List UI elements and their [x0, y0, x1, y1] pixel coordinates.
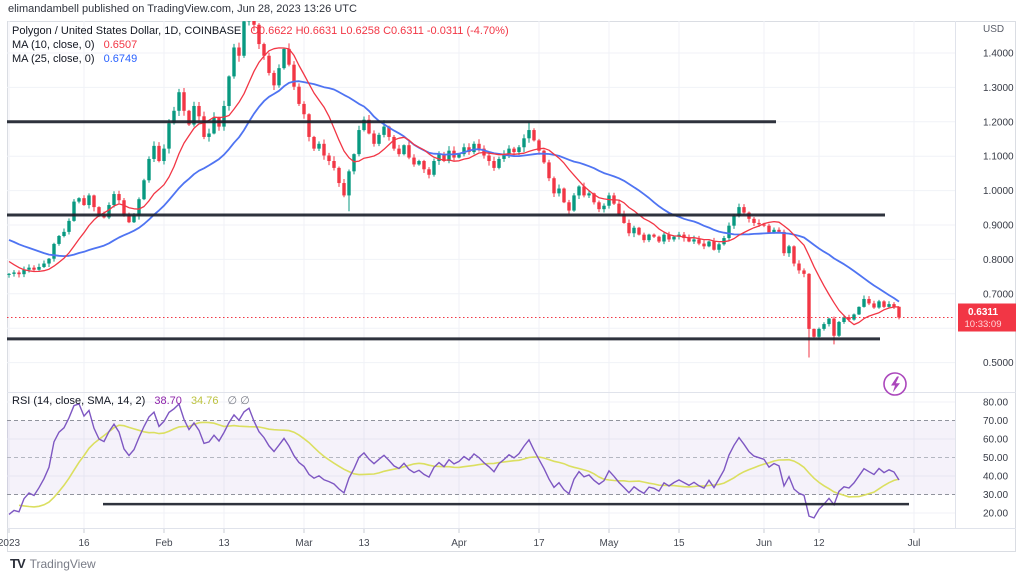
rsi-ma-line[interactable]	[18, 421, 900, 508]
time-tick-label: Jun	[756, 538, 772, 549]
time-tick-label: Mar	[295, 538, 313, 549]
time-tick-label: May	[600, 538, 619, 549]
rsi-tick-label: 70.00	[983, 416, 1008, 427]
lightning-icon	[891, 376, 900, 393]
price-tick-label: 1.4000	[983, 49, 1014, 60]
price-tick-label: 1.2000	[983, 117, 1014, 128]
time-tick-label: 16	[78, 538, 90, 549]
rsi-tick-label: 80.00	[983, 398, 1008, 409]
boost-button[interactable]	[883, 372, 907, 396]
ma10-label: MA (10, close, 0)	[12, 39, 95, 51]
axis-currency-label: USD	[983, 24, 1004, 35]
rsi-line[interactable]	[8, 402, 900, 519]
ma25-label: MA (25, close, 0)	[12, 53, 95, 65]
symbol-row[interactable]: Polygon / United States Dollar, 1D, COIN…	[12, 24, 509, 38]
price-tick-label: 1.1000	[983, 152, 1014, 163]
price-pane[interactable]	[7, 0, 955, 358]
tradingview-logo-icon[interactable]: TV	[10, 556, 26, 571]
ohlc-values: O0.6622 H0.6631 L0.6258 C0.6311 -0.0311 …	[250, 25, 509, 37]
price-tick-label: 0.9000	[983, 221, 1014, 232]
time-tick-label: 13	[218, 538, 230, 549]
time-tick-label: Jul	[908, 538, 921, 549]
ma25-legend-row[interactable]: MA (25, close, 0) 0.6749	[12, 52, 509, 66]
price-tick-label: 0.5000	[983, 358, 1014, 369]
rsi-pane[interactable]	[7, 402, 955, 519]
rsi-value: 38.70	[154, 395, 182, 407]
rsi-legend-row[interactable]: RSI (14, close, SMA, 14, 2) 38.70 34.76 …	[12, 394, 250, 407]
time-tick-label: 2023	[0, 538, 21, 549]
rsi-tick-label: 20.00	[983, 509, 1008, 520]
price-axis[interactable]: USD 1.4000 1.3000 1.2000 1.1000 1.0000 0.9000 0…	[958, 24, 1016, 520]
time-tick-label: Apr	[451, 538, 467, 549]
time-tick-label: 15	[673, 538, 685, 549]
ma25-value: 0.6749	[103, 53, 138, 65]
candlestick-series[interactable]	[7, 0, 901, 358]
last-price-badge	[958, 303, 1016, 332]
rsi-ma-value: 34.76	[190, 395, 219, 407]
price-tick-label: 0.8000	[983, 255, 1014, 266]
rsi-tick-label: 40.00	[983, 472, 1008, 483]
price-tick-label: 1.0000	[983, 186, 1014, 197]
chart-frame	[7, 21, 1016, 552]
price-tick-label: 1.3000	[983, 83, 1014, 94]
time-tick-label: 13	[358, 538, 370, 549]
price-tick-label: 0.7000	[983, 289, 1014, 300]
rsi-limit-icons: ∅ ∅	[227, 395, 250, 407]
footer: TV TradingView	[10, 556, 96, 571]
symbol-legend: Polygon / United States Dollar, 1D, COIN…	[12, 24, 509, 66]
ma10-value: 0.6507	[103, 39, 138, 51]
time-tick-label: 12	[813, 538, 825, 549]
symbol-title[interactable]: Polygon / United States Dollar, 1D, COIN…	[12, 25, 242, 37]
attribution-text: elimandambell published on TradingView.c…	[8, 3, 357, 15]
time-tick-label: 17	[533, 538, 545, 549]
tradingview-logo-text[interactable]: TradingView	[29, 556, 96, 571]
ma10-line[interactable]	[8, 47, 900, 326]
time-axis[interactable]: 2023 16 Feb 13 Mar 13 Apr 17 May 15 Jun 12 Jul	[0, 529, 920, 549]
rsi-tick-label: 30.00	[983, 490, 1008, 501]
rsi-tick-label: 60.00	[983, 435, 1008, 446]
bar-countdown: 10:33:09	[965, 319, 1002, 330]
ma25-line[interactable]	[8, 80, 900, 303]
last-price-badge-value: 0.6311	[968, 307, 998, 318]
rsi-tick-label: 50.00	[983, 453, 1008, 464]
rsi-label: RSI (14, close, SMA, 14, 2)	[12, 395, 146, 407]
ma10-legend-row[interactable]: MA (10, close, 0) 0.6507	[12, 38, 509, 52]
time-tick-label: Feb	[155, 538, 173, 549]
